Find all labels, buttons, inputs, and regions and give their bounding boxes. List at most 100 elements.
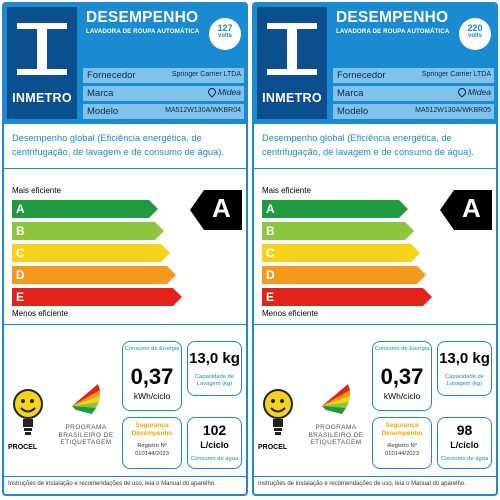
divider xyxy=(254,324,496,325)
water-value: 98 xyxy=(456,422,473,438)
label-subtitle: LAVADORA DE ROUPA AUTOMÁTICA xyxy=(336,28,450,35)
class-letter: B xyxy=(16,224,25,238)
class-letter: E xyxy=(266,290,275,304)
modelo-value: MA512W130A/WKBR04 xyxy=(165,107,241,114)
energy-label-220v: INMETRO DESEMPENHO LAVADORA DE ROUPA AUT… xyxy=(252,2,498,496)
safety-title: Segurança Desempenho xyxy=(131,422,173,437)
voltage-badge: 220 volts xyxy=(459,18,491,50)
inmetro-logo-icon: INMETRO xyxy=(7,7,77,119)
procel-label: PROCEL xyxy=(258,444,288,451)
modelo-label: Modelo xyxy=(87,106,119,117)
water-consumption-box: 102 L/ciclo Consumo de água xyxy=(187,417,242,469)
class-letter: A xyxy=(266,202,275,216)
class-letter: E xyxy=(16,290,25,304)
fornecedor-row: Fornecedor Springer Carrier LTDA xyxy=(333,68,494,83)
safety-box: Segurança Desempenho Registro Nº 010144/… xyxy=(122,417,182,469)
capacity-box: 13,0 kg Capacidade de Lavagem (kg) xyxy=(187,341,242,396)
water-consumption-box: 98 L/ciclo Consumo de água xyxy=(437,417,492,469)
inmetro-logo-text: INMETRO xyxy=(12,91,72,105)
inmetro-logo-text: INMETRO xyxy=(262,91,322,105)
performance-description: Desempenho global (Eficiência energética… xyxy=(262,133,474,157)
fornecedor-row: Fornecedor Springer Carrier LTDA xyxy=(83,68,244,83)
modelo-label: Modelo xyxy=(337,106,369,117)
energy-title: Consumo de Energia xyxy=(124,346,180,352)
midea-logo-icon xyxy=(456,86,468,98)
capacity-box: 13,0 kg Capacidade de Lavagem (kg) xyxy=(437,341,492,396)
marca-row: Marca Midea xyxy=(83,86,244,101)
label-header: INMETRO DESEMPENHO LAVADORA DE ROUPA AUT… xyxy=(4,4,246,124)
divider xyxy=(4,324,246,325)
midea-logo-icon xyxy=(206,86,218,98)
marca-label: Marca xyxy=(337,88,364,99)
marca-row: Marca Midea xyxy=(333,86,494,101)
registro-number: Registro Nº 010144/2023 xyxy=(385,443,419,457)
procel-seal-icon xyxy=(262,382,294,442)
rating-arrow-icon: A xyxy=(440,190,492,230)
energy-unit: kWh/ciclo xyxy=(133,391,171,401)
modelo-row: Modelo MA512W130A/WKBR05 xyxy=(333,104,494,119)
menos-eficiente-label: Menos eficiente xyxy=(262,309,319,318)
fornecedor-label: Fornecedor xyxy=(337,70,386,81)
label-title: DESEMPENHO xyxy=(336,9,449,26)
energy-consumption-box: Consumo de Energia 0,37 kWh/ciclo xyxy=(372,341,432,411)
class-letter: C xyxy=(266,246,275,260)
energy-value: 0,37 xyxy=(380,364,424,389)
pbe-text: PROGRAMA BRASILEIRO DE ETIQUETAGEM xyxy=(58,424,114,446)
voltage-value: 127 xyxy=(217,23,233,33)
menos-eficiente-label: Menos eficiente xyxy=(12,309,69,318)
class-letter: C xyxy=(16,246,25,260)
rating-arrow-icon: A xyxy=(190,190,242,230)
voltage-value: 220 xyxy=(467,23,483,33)
performance-description: Desempenho global (Eficiência energética… xyxy=(12,133,224,157)
energy-consumption-box: Consumo de Energia 0,37 kWh/ciclo xyxy=(122,341,182,411)
marca-label: Marca xyxy=(87,88,114,99)
marca-value: Midea xyxy=(456,86,491,98)
label-subtitle: LAVADORA DE ROUPA AUTOMÁTICA xyxy=(86,28,200,35)
fornecedor-value: Springer Carrier LTDA xyxy=(421,71,491,78)
divider xyxy=(254,168,496,169)
class-letter: B xyxy=(266,224,275,238)
class-letter: D xyxy=(16,268,25,282)
voltage-unit: volts xyxy=(467,33,482,39)
water-value: 102 xyxy=(202,422,227,438)
footer-note: Instruções de instalação e recomendações… xyxy=(258,481,466,487)
water-label: Consumo de água xyxy=(190,456,239,462)
divider xyxy=(4,476,246,477)
label-header: INMETRO DESEMPENHO LAVADORA DE ROUPA AUT… xyxy=(254,4,496,124)
modelo-value: MA512W130A/WKBR05 xyxy=(415,107,491,114)
rating-letter: A xyxy=(462,193,481,223)
energy-value: 0,37 xyxy=(130,364,174,389)
voltage-unit: volts xyxy=(217,33,232,39)
modelo-row: Modelo MA512W130A/WKBR04 xyxy=(83,104,244,119)
capacity-value: 13,0 kg xyxy=(189,350,240,367)
divider xyxy=(4,168,246,169)
water-label: Consumo de água xyxy=(440,456,489,462)
water-unit: L/ciclo xyxy=(450,440,479,450)
water-unit: L/ciclo xyxy=(200,440,229,450)
energy-unit: kWh/ciclo xyxy=(383,391,421,401)
divider xyxy=(254,476,496,477)
marca-value: Midea xyxy=(206,86,241,98)
mais-eficiente-label: Mais eficiente xyxy=(262,186,311,195)
mais-eficiente-label: Mais eficiente xyxy=(12,186,61,195)
class-letter: D xyxy=(266,268,275,282)
rating-letter: A xyxy=(212,193,231,223)
energy-label-127v: INMETRO DESEMPENHO LAVADORA DE ROUPA AUT… xyxy=(2,2,248,496)
registro-number: Registro Nº 010144/2023 xyxy=(135,443,169,457)
label-title: DESEMPENHO xyxy=(86,9,199,26)
procel-label: PROCEL xyxy=(8,444,38,451)
procel-seal-icon xyxy=(12,382,44,442)
class-letter: A xyxy=(16,202,25,216)
capacity-label: Capacidade de Lavagem (kg) xyxy=(445,374,484,387)
pbe-logo-icon xyxy=(54,374,114,444)
footer-note: Instruções de instalação e recomendações… xyxy=(8,481,216,487)
pbe-logo-icon xyxy=(304,374,364,444)
capacity-value: 13,0 kg xyxy=(439,350,490,367)
safety-box: Segurança Desempenho Registro Nº 010144/… xyxy=(372,417,432,469)
fornecedor-label: Fornecedor xyxy=(87,70,136,81)
pbe-text: PROGRAMA BRASILEIRO DE ETIQUETAGEM xyxy=(308,424,364,446)
capacity-label: Capacidade de Lavagem (kg) xyxy=(195,374,234,387)
fornecedor-value: Springer Carrier LTDA xyxy=(171,71,241,78)
safety-title: Segurança Desempenho xyxy=(381,422,423,437)
voltage-badge: 127 volts xyxy=(209,18,241,50)
